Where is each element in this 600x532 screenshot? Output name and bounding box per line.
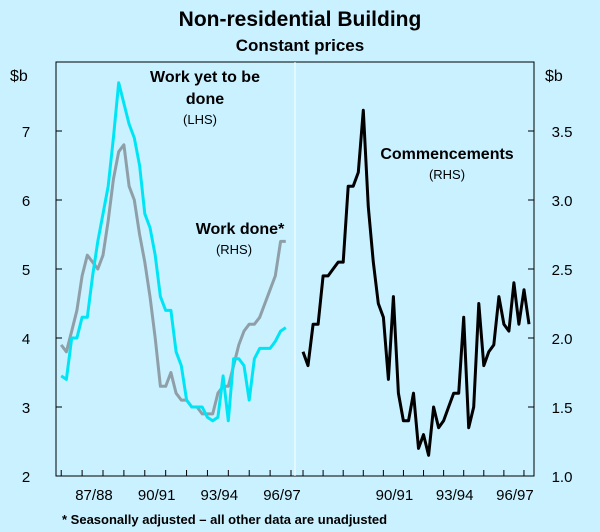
annotation-work-done-sub: (RHS) [216,242,252,257]
x-axis-ticks: 87/88 90/91 93/94 96/97 90/91 93/94 96/97 [60,470,534,504]
right-tick-label: 3.5 [552,124,573,141]
series-line-commencements [301,108,531,457]
right-axis-ticks: 1.0 1.5 2.0 2.5 3.0 3.5 [528,124,572,486]
x-tick-label: 93/94 [201,487,239,504]
series-line-work-done [60,143,286,416]
x-tick-label: 93/94 [436,487,474,504]
x-tick-label: 96/97 [496,487,534,504]
left-tick-label: 7 [22,124,30,141]
annotation-work-yet-line2: done [186,91,224,108]
left-axis-ticks: 2 3 4 5 6 7 [22,124,62,486]
annotation-commencements: Commencements (RHS) [380,146,513,182]
right-axis-unit: $b [545,68,563,85]
left-tick-label: 2 [22,469,30,486]
annotation-work-done: Work done* (RHS) [196,221,285,257]
annotation-work-done-line1: Work done* [196,221,285,238]
chart-subtitle: Constant prices [236,36,364,55]
annotation-work-yet-line1: Work yet to be [150,69,260,86]
right-tick-label: 3.0 [552,193,573,210]
annotation-commencements-line1: Commencements [380,146,513,163]
left-tick-label: 6 [22,193,30,210]
annotation-work-yet-sub: (LHS) [183,112,217,127]
right-tick-label: 1.0 [552,469,573,486]
right-tick-label: 2.0 [552,331,573,348]
left-axis-unit: $b [10,68,28,85]
annotation-work-yet: Work yet to be done (LHS) [150,69,260,127]
left-tick-label: 5 [22,262,30,279]
series-line-work-yet-to-be-done [60,81,287,423]
x-tick-label: 87/88 [75,487,113,504]
right-tick-label: 1.5 [552,400,573,417]
left-tick-label: 3 [22,400,30,417]
x-tick-label: 90/91 [138,487,176,504]
chart-title: Non-residential Building [179,8,422,31]
right-tick-label: 2.5 [552,262,573,279]
footnote: * Seasonally adjusted – all other data a… [62,512,387,527]
annotation-commencements-sub: (RHS) [429,167,465,182]
series-layer [60,81,531,457]
x-tick-label: 90/91 [376,487,414,504]
x-tick-label: 96/97 [263,487,301,504]
left-tick-label: 4 [22,331,30,348]
